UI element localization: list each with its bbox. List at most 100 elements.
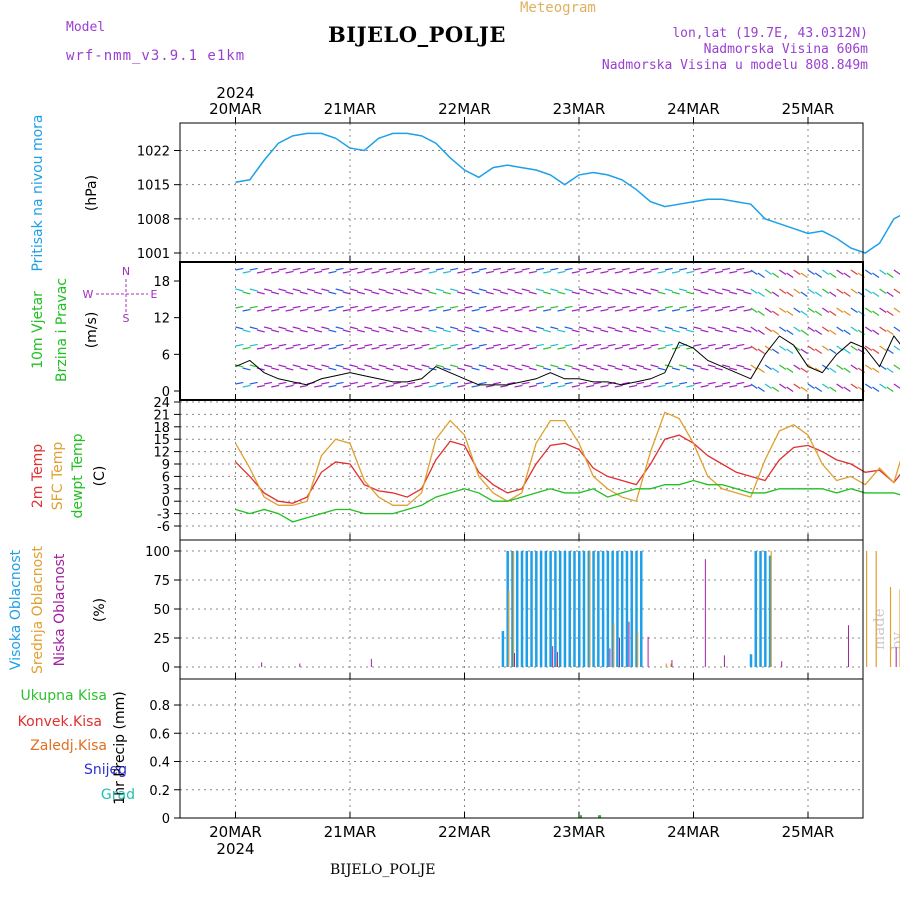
wind-barb [328,270,337,274]
precip-ytick-label: 0.6 [149,727,170,742]
wind-barb [743,308,752,312]
wind-barb [607,305,616,309]
wind-barb [743,291,752,295]
wind-barb [399,367,408,371]
wind-barb [764,307,773,314]
wind-barb [757,310,765,317]
wind-barb [242,329,251,333]
temp-line-2 [235,479,900,523]
wind-barb [643,346,652,350]
wind-barb [535,267,545,271]
wind-barb [743,329,752,333]
pressure-ytick-label: 1022 [137,145,170,160]
wind-barb [771,367,780,374]
wind-barb [407,364,416,368]
wind-barb [500,291,509,295]
cloud-bar-0 [501,631,505,667]
wind-barb [771,310,780,317]
wind-barb [335,288,344,292]
wind-barb [586,270,595,274]
wind-barb [507,381,516,385]
cloud-ylabel-3: Niska Oblacnost [52,553,68,666]
cloud-bar-0 [749,654,753,667]
wind-barb [442,308,451,312]
wind-barb [700,329,709,333]
wind-barb [643,384,652,388]
wind-barb [428,291,437,295]
wind-barb [600,346,609,350]
wind-barb [743,367,752,371]
wind-barb [514,291,523,295]
wind-barb [721,364,731,368]
wind-barb [364,381,373,385]
wind-barb [814,329,823,336]
wind-barb [621,364,630,368]
wind-barb [586,367,595,371]
cloud-bar-1 [589,551,591,667]
wind-barb [535,381,545,385]
wind-barb [671,270,680,274]
wind-barb [371,308,380,312]
cloud-ytick-label: 0 [162,661,170,676]
wind-barb [686,367,695,371]
cloud-bar-0 [544,551,548,667]
wind-barb [671,308,680,312]
wind-barb [271,346,280,350]
wind-barb [256,384,265,388]
wind-barb [507,305,516,309]
wind-barb [693,343,702,347]
wind-barb [349,381,358,385]
cloud-bar-2 [514,653,516,667]
temperature-ytick-label: 9 [162,458,170,473]
pressure-ytick-label: 1015 [137,179,170,194]
wind-barb [621,381,630,385]
wind-barb [256,308,265,312]
wind-barb [521,381,530,385]
precip-ytick-label: 0.2 [149,784,170,799]
wind-barb [872,291,880,298]
wind-barb [399,291,408,295]
top-day-label: 21MAR [324,100,377,118]
wind-barb [850,345,858,352]
wind-barb [292,343,301,347]
wind-barb [814,291,823,298]
wind-barb [736,381,745,385]
wind-barb [328,308,337,312]
wind-barb [521,326,530,330]
pressure-ytick-label: 1008 [137,213,170,228]
wind-ytick-label: 6 [162,348,170,363]
pressure-ytick-label: 1001 [137,247,170,262]
wind-barb [278,267,287,271]
wind-barb [528,270,537,274]
wind-barb [235,288,244,292]
cloud-ylabel-2: Srednja Oblacnost [30,546,46,674]
wind-barb [557,308,566,312]
cloud-bar-0 [635,551,638,667]
wind-barb [836,364,844,371]
cloud-bar-0 [611,551,614,667]
cloud-bar-1 [637,632,639,667]
wind-speed-line [235,335,900,386]
wind-barb [700,291,709,295]
wind-barb [879,326,887,333]
wind-barb [743,270,752,274]
wind-barb [285,346,294,350]
wind-barb [385,291,394,295]
wind-barb [807,326,815,333]
wind-barb [664,326,673,330]
wind-barb [864,345,873,352]
wind-barb [263,364,273,368]
top-day-label: 25MAR [782,100,835,118]
wind-barb [500,270,509,274]
wind-barb [722,267,731,271]
wind-barb [714,291,723,295]
wind-barb [750,269,758,276]
wind-barb [543,367,552,371]
wind-barb [428,384,437,388]
wind-barb [664,343,673,347]
wind-barb [729,384,738,388]
cloud-bar-0 [587,551,591,667]
wind-barb [471,329,480,333]
wind-barb [314,270,323,274]
